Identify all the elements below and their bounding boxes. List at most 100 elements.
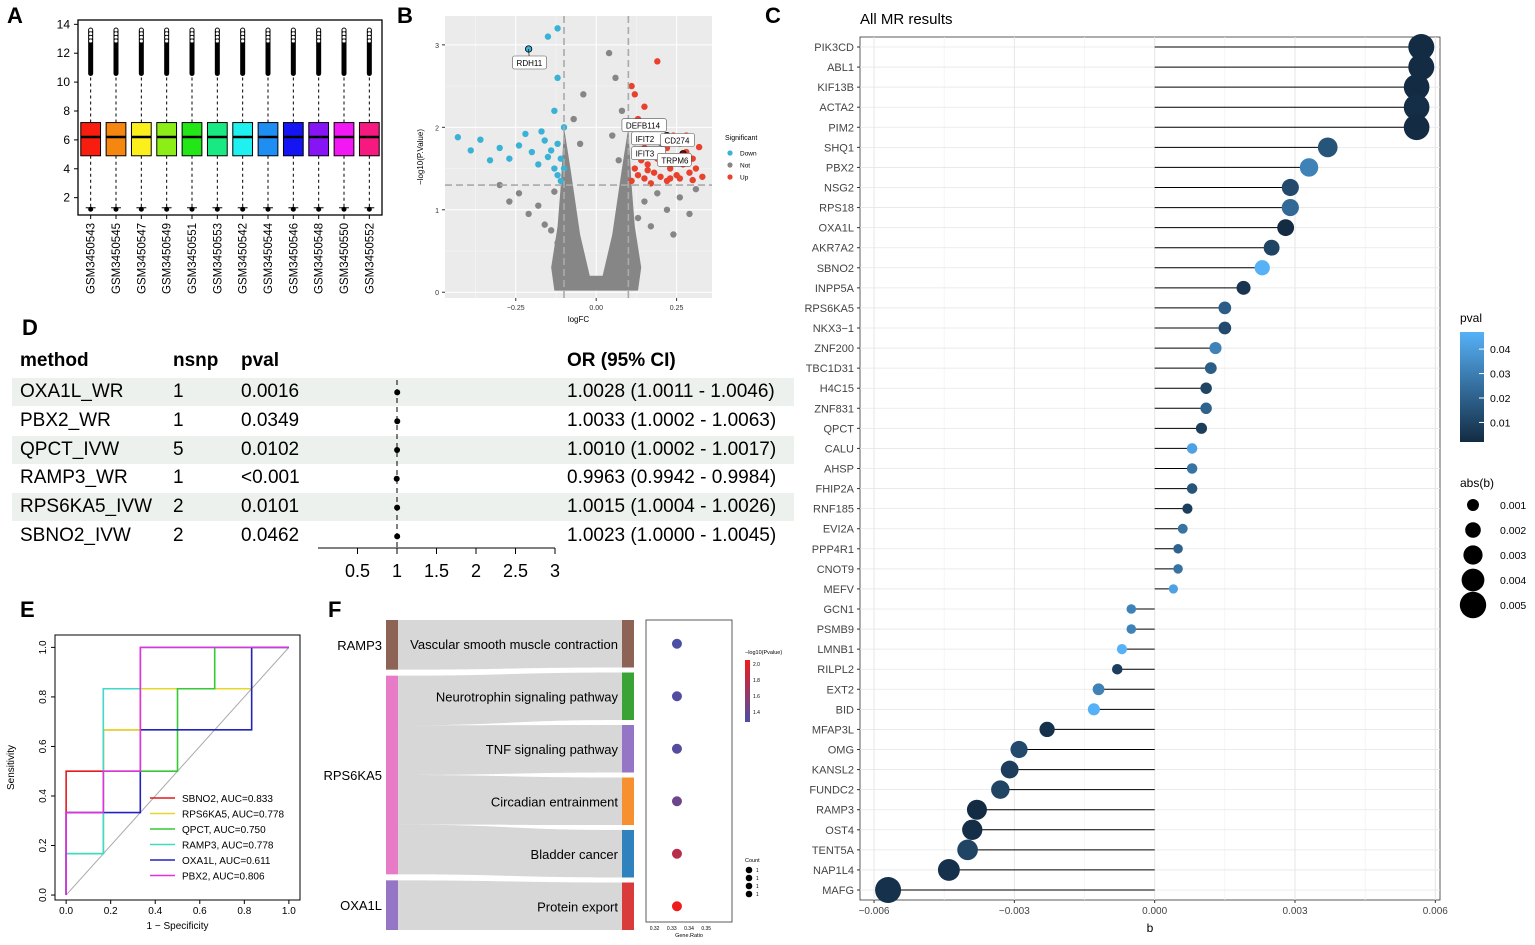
- outlier-point: [341, 38, 347, 44]
- gene-label-box: [512, 55, 547, 70]
- lollipop-dot: [1218, 301, 1232, 315]
- down-point: [554, 74, 561, 82]
- lollipop-dot: [1403, 94, 1430, 121]
- up-point: [631, 165, 638, 172]
- forest-cell-pval: 0.0101: [241, 496, 300, 518]
- up-point: [644, 166, 651, 174]
- gene-label: NSG2: [824, 183, 854, 195]
- nonsig-point: [663, 206, 671, 213]
- x-tick-label: 0.8: [237, 906, 251, 917]
- forest-row: RAMP3_WR 1 <0.001 0.9963 (0.9942 - 0.9984): [12, 464, 794, 492]
- gene-label: PPP4R1: [812, 544, 854, 556]
- dot-size-legend-label: 1: [756, 892, 759, 898]
- forest-point: [394, 418, 401, 425]
- lollipop-dot: [1126, 604, 1137, 614]
- outlier-point: [214, 38, 220, 44]
- x-axis-label: logFC: [568, 315, 590, 324]
- x-tick-label: GSM3450548: [314, 223, 326, 294]
- forest-point: [394, 533, 401, 540]
- x-tick-label: GSM3450543: [86, 223, 98, 294]
- lollipop-dot: [1204, 362, 1217, 375]
- roc-chart: 0.0 0.2 0.4 0.6 0.8 1.0 0.0 0.2 0.4 0.6 0.8 1.0 1 − …: [6, 634, 301, 932]
- outlier-point: [290, 38, 296, 44]
- y-tick-label: 8: [63, 104, 70, 118]
- gene-label: DEFB114: [626, 122, 661, 131]
- down-point: [547, 147, 555, 154]
- forest-cell-method: OXA1L_WR: [20, 381, 124, 402]
- forest-cell-or: 1.0023 (1.0000 - 1.0045): [567, 525, 777, 546]
- size-legend-label: 0.002: [1500, 525, 1526, 537]
- y-axis-label: Sensitivity: [6, 745, 17, 790]
- outlier-low: [214, 206, 220, 212]
- forest-point: [394, 389, 401, 396]
- size-legend-title: abs(b): [1460, 476, 1494, 490]
- forest-cell-nsnp: 1: [173, 381, 184, 402]
- nonsig-point: [670, 231, 677, 238]
- lollipop-dot: [1186, 443, 1198, 454]
- dot-color-legend-title: −log10(Pvalue): [745, 650, 782, 656]
- forest-cell-or: 0.9963 (0.9942 - 0.9984): [567, 467, 777, 489]
- nonsig-point: [612, 74, 619, 82]
- size-legend-dot: [1465, 522, 1481, 538]
- down-point: [522, 130, 529, 138]
- legend-label: RPS6KA5, AUC=0.778: [182, 810, 284, 821]
- nonsig-point: [686, 210, 693, 218]
- lollipop-dot: [1126, 624, 1137, 634]
- lollipop-dot: [991, 780, 1010, 799]
- pathway-node: [622, 830, 634, 878]
- size-legend-label: 0.005: [1500, 600, 1526, 612]
- lollipop-dot: [937, 858, 960, 881]
- nonsig-point: [541, 221, 548, 228]
- nonsig-point: [605, 49, 613, 57]
- down-point: [496, 144, 503, 152]
- nonsig-point: [580, 91, 587, 98]
- gene-label: CALU: [825, 443, 854, 455]
- forest-x-tick-label: 3: [550, 561, 560, 581]
- outlier-point: [366, 38, 372, 44]
- legend-up-label: Up: [740, 175, 749, 182]
- outlier-point: [113, 38, 119, 44]
- down-point: [467, 147, 474, 154]
- lollipop-dot: [957, 839, 978, 861]
- colorbar-label: 0.02: [1490, 393, 1511, 405]
- y-tick-label: 0.8: [38, 690, 49, 704]
- forest-x-tick-label: 1: [392, 561, 402, 581]
- lollipop-dot: [1200, 402, 1212, 415]
- forest-cell-or: 1.0028 (1.0011 - 1.0046): [567, 381, 775, 402]
- enrichment-dot: [671, 691, 682, 702]
- lollipop-dot: [1186, 483, 1198, 494]
- box: [156, 122, 178, 157]
- down-point: [506, 155, 513, 162]
- lollipop-dot: [1254, 260, 1270, 276]
- nonsig-point: [525, 210, 532, 218]
- gene-label: OST4: [825, 825, 854, 837]
- outlier-point: [164, 38, 170, 44]
- legend-not-label: Not: [740, 163, 750, 170]
- y-tick-label: 6: [63, 133, 70, 147]
- outlier-low: [341, 206, 347, 212]
- outlier-low: [189, 206, 195, 212]
- gene-label: EVI2A: [823, 524, 855, 536]
- x-tick-label: GSM3450544: [263, 222, 275, 294]
- y-tick-label: 3: [435, 43, 439, 50]
- sankey-link: [398, 725, 622, 775]
- y-tick-label: 0: [435, 290, 439, 297]
- forest-point: [393, 475, 400, 482]
- dot-size-legend-dot: [745, 890, 753, 898]
- down-point: [557, 155, 565, 162]
- down-point: [551, 165, 558, 172]
- x-tick-label: −0.003: [999, 906, 1030, 917]
- x-tick-label: GSM3450547: [136, 223, 148, 294]
- lollipop-dot: [1039, 721, 1055, 738]
- pathway-node-label: Vascular smooth muscle contraction: [410, 637, 618, 652]
- gene-label: MFAP3L: [812, 724, 854, 736]
- gene-label: RPS6KA5: [804, 303, 854, 315]
- lollipop-dot: [1173, 564, 1183, 574]
- gene-label: PIK3CD: [814, 42, 854, 54]
- gene-node-label: RAMP3: [337, 638, 382, 653]
- y-tick-label: 14: [57, 17, 71, 31]
- lollipop-dot: [1218, 321, 1232, 335]
- enrichment-dot: [671, 638, 682, 649]
- forest-row: SBNO2_IVW 2 0.0462 1.0023 (1.0000 - 1.0045): [12, 522, 794, 550]
- outlier-low: [240, 206, 246, 212]
